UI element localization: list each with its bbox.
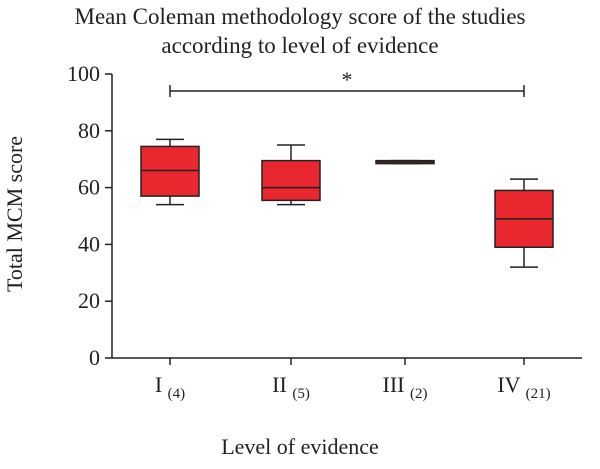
x-axis-label: Level of evidence — [221, 434, 379, 459]
x-tick-label: II (5) — [272, 372, 310, 402]
y-tick-label: 80 — [78, 118, 100, 143]
y-tick-label: 0 — [89, 345, 100, 370]
y-tick-label: 20 — [78, 288, 100, 313]
x-tick-label: III (2) — [383, 372, 428, 402]
y-axis-label: Total MCM score — [2, 135, 27, 293]
chart-title-line-2: according to level of evidence — [161, 33, 439, 58]
y-tick-label: 40 — [78, 231, 100, 256]
box-iqr — [261, 159, 321, 202]
y-tick-label: 60 — [78, 175, 100, 200]
y-tick-label: 100 — [67, 61, 100, 86]
x-tick-label: IV (21) — [497, 372, 550, 402]
chart-title-line-1: Mean Coleman methodology score of the st… — [74, 4, 526, 29]
x-tick-label: I (4) — [155, 372, 185, 402]
significance-label: * — [342, 67, 353, 92]
